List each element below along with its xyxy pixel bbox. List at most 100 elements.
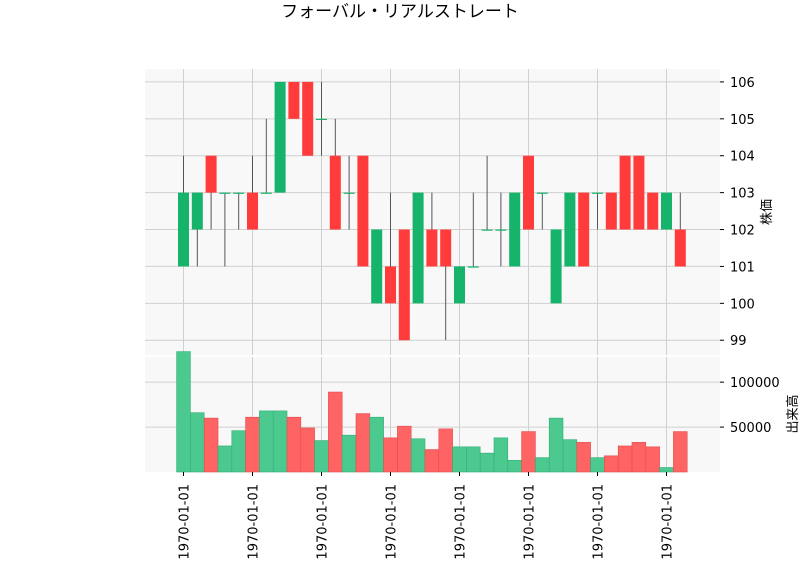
volume-bar — [259, 410, 274, 473]
candle-body — [509, 192, 521, 267]
candle-body — [191, 192, 203, 230]
volume-bar — [410, 438, 426, 473]
candle-body — [426, 229, 438, 267]
volume-bar — [300, 427, 315, 473]
candle-body — [467, 266, 479, 268]
candle-body — [385, 266, 396, 304]
price-tick-label: 105 — [730, 113, 755, 128]
candle-body — [329, 155, 341, 230]
volume-bar — [479, 452, 495, 473]
volume-y-axis: 50000 100000 — [720, 376, 780, 436]
x-tick-label: 1970-01-01 — [385, 484, 400, 560]
volume-bar — [466, 446, 481, 473]
candle-body — [274, 81, 286, 193]
volume-bar — [341, 434, 357, 473]
candle-body — [578, 192, 590, 267]
volume-bar — [673, 431, 688, 473]
volume-bar — [176, 351, 191, 473]
candle-body — [605, 192, 617, 230]
price-tick-label: 106 — [730, 76, 755, 91]
volume-bar — [659, 467, 674, 473]
candle-body — [619, 155, 631, 230]
volume-bar — [286, 416, 302, 473]
volume-bar — [645, 446, 660, 473]
volume-bar — [438, 428, 453, 473]
candle-body — [302, 81, 314, 156]
volume-bar — [507, 460, 522, 473]
x-tick-label: 1970-01-01 — [247, 484, 262, 560]
candle-body — [536, 192, 548, 194]
volume-bar — [369, 416, 384, 473]
candle-body — [550, 229, 562, 304]
volume-panel: 50000 100000 — [145, 351, 780, 473]
x-tick-label: 1970-01-01 — [178, 484, 193, 560]
price-tick-label: 104 — [730, 150, 755, 165]
candle-body — [398, 229, 410, 341]
price-y-axis: 99 100 101 102 103 104 105 106 — [720, 76, 755, 349]
volume-bar — [535, 457, 550, 473]
volume-bars — [176, 351, 688, 473]
candle-body — [247, 192, 258, 230]
volume-bar — [314, 440, 329, 473]
volume-bar — [604, 455, 619, 473]
volume-bar — [328, 391, 343, 473]
volume-bar — [272, 410, 288, 473]
candle-body — [523, 155, 534, 230]
volume-tick-label: 50000 — [730, 421, 771, 436]
volume-bar — [355, 413, 371, 473]
volume-bar — [617, 445, 633, 473]
candle-body — [495, 229, 507, 231]
price-tick-label: 100 — [730, 297, 755, 312]
candle-body — [219, 192, 231, 194]
price-tick-label: 103 — [730, 187, 755, 202]
candle-body — [205, 155, 217, 193]
candle-body — [661, 192, 672, 230]
candle-body — [674, 229, 686, 267]
volume-tick-label: 100000 — [730, 376, 780, 391]
price-tick-label: 101 — [730, 260, 755, 275]
candle-body — [260, 192, 272, 194]
volume-bar — [548, 417, 564, 473]
candle-body — [440, 229, 452, 267]
volume-bar — [576, 442, 591, 473]
volume-bar — [590, 457, 605, 473]
volume-bar — [424, 449, 440, 473]
candle-body — [564, 192, 576, 267]
x-tick-label: 1970-01-01 — [316, 484, 331, 560]
candle-body — [288, 81, 300, 119]
x-axis: 1970-01-01 1970-01-01 1970-01-01 1970-01-01… — [178, 472, 676, 560]
candle-body — [481, 229, 493, 231]
candle-body — [178, 192, 189, 267]
volume-bar — [452, 446, 467, 473]
volume-bar — [631, 442, 647, 473]
candle-body — [412, 192, 424, 304]
candle-body — [233, 192, 245, 194]
candle-body — [633, 155, 645, 230]
candle-body — [454, 266, 465, 304]
price-candles — [178, 81, 686, 341]
candle-body — [316, 118, 327, 121]
volume-bar — [521, 431, 536, 473]
volume-bar — [231, 430, 246, 473]
x-tick-label: 1970-01-01 — [592, 484, 607, 560]
volume-bar — [493, 437, 509, 473]
volume-bar — [217, 445, 233, 473]
candle-body — [647, 192, 659, 230]
volume-bar — [203, 417, 219, 473]
chart-title: フォーバル・リアルストレート — [281, 2, 519, 22]
candle-body — [592, 192, 603, 194]
volume-bar — [562, 439, 578, 473]
x-tick-label: 1970-01-01 — [454, 484, 469, 560]
price-axis-label: 株価 — [760, 199, 775, 225]
volume-bar — [190, 412, 205, 473]
price-tick-label: 102 — [730, 224, 755, 239]
volume-axis-label: 出来高 — [785, 394, 800, 433]
volume-bar — [245, 416, 260, 473]
volume-bar — [397, 425, 412, 473]
candle-body — [357, 155, 369, 267]
candle-body — [343, 192, 355, 194]
candle-body — [371, 229, 383, 304]
price-tick-label: 99 — [730, 334, 747, 349]
volume-bar — [383, 437, 398, 473]
